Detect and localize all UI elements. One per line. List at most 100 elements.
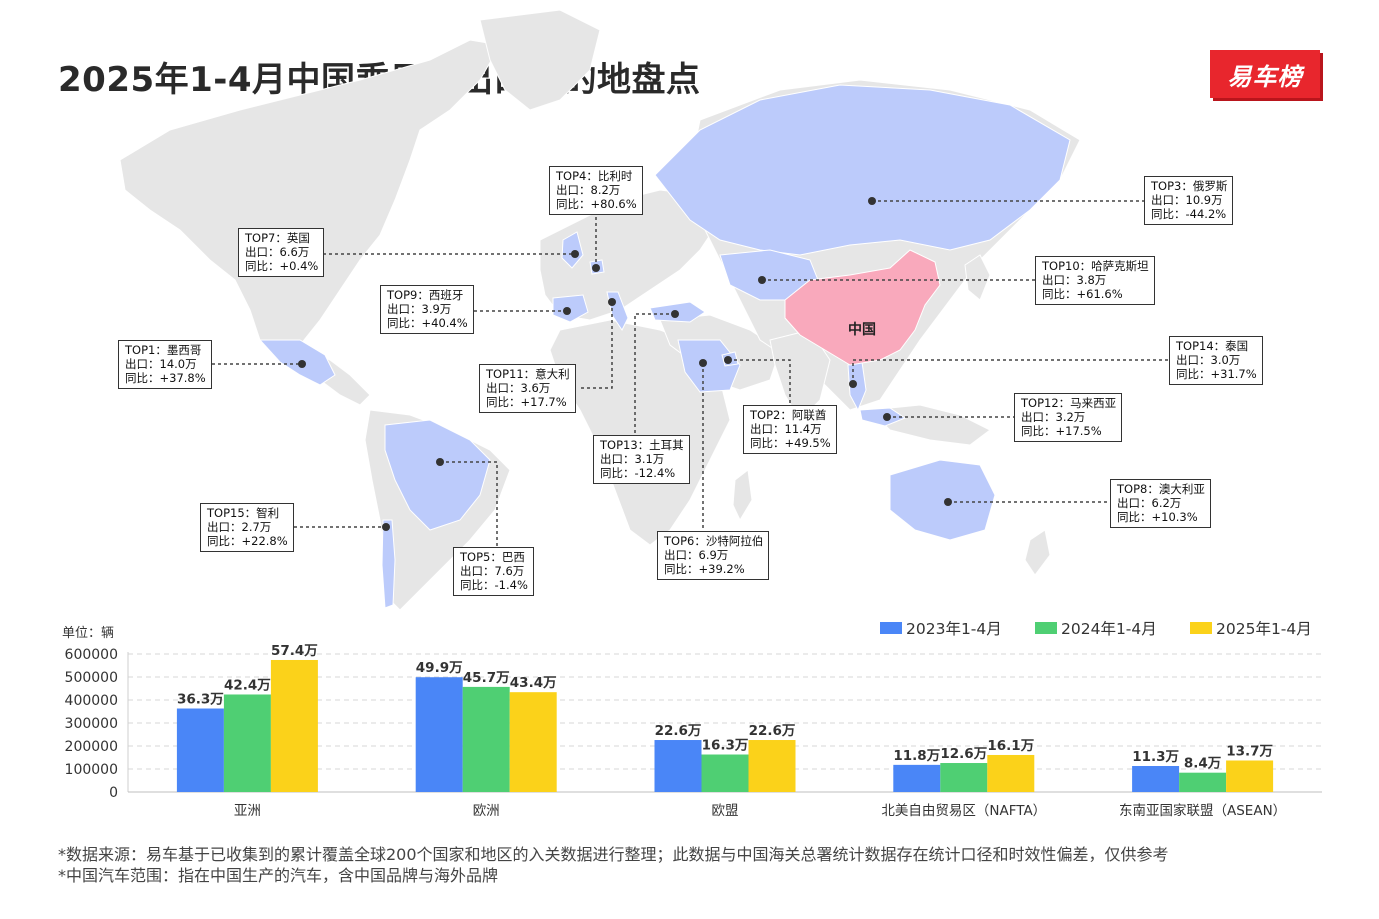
callout-rank: TOP4：比利时 [556, 169, 633, 183]
bar-2-2 [462, 686, 510, 792]
callout-export: 出口：3.2万 [1021, 410, 1086, 424]
bar-2-3 [701, 754, 749, 792]
bar-data-label: 16.1万 [987, 738, 1034, 754]
dot-top12 [883, 413, 891, 421]
x-category-label: 北美自由贸易区（NAFTA） [881, 803, 1046, 819]
callout-top6: TOP6：沙特阿拉伯 出口：6.9万 同比：+39.2% [657, 531, 770, 580]
bar-data-label: 45.7万 [463, 670, 510, 686]
y-tick-label: 0 [109, 785, 118, 801]
dot-top15 [382, 523, 390, 531]
callout-yoy: 同比：+40.4% [387, 316, 468, 330]
world-map: 中国 [119, 9, 1169, 611]
callout-rank: TOP11：意大利 [486, 367, 570, 381]
uk-highlight [561, 231, 584, 269]
bar-data-label: 11.8万 [893, 748, 940, 764]
callout-rank: TOP7：英国 [245, 231, 310, 245]
dot-top13 [671, 310, 679, 318]
callout-yoy: 同比：+39.2% [664, 562, 745, 576]
dot-top11 [608, 298, 616, 306]
callout-rank: TOP6：沙特阿拉伯 [664, 534, 764, 548]
leader-top2 [728, 359, 791, 405]
y-tick-label: 300000 [65, 716, 118, 732]
north-america-land [119, 39, 501, 361]
y-tick-label: 400000 [65, 693, 118, 709]
legend-swatch-1 [880, 622, 902, 634]
footnote-source: *数据来源：易车基于已收集到的累计覆盖全球200个国家和地区的入关数据进行整理；… [58, 845, 1169, 864]
callout-top7: TOP7：英国 出口：6.6万 同比：+0.4% [238, 228, 325, 277]
callout-export: 出口：6.6万 [245, 245, 310, 259]
callout-top3: TOP3：俄罗斯 出口：10.9万 同比：-44.2% [1144, 176, 1234, 225]
bar-data-label: 8.4万 [1184, 756, 1221, 772]
callout-rank: TOP5：巴西 [460, 550, 525, 564]
callout-yoy: 同比：+80.6% [556, 197, 637, 211]
callout-yoy: 同比：-44.2% [1151, 207, 1227, 221]
callout-top8: TOP8：澳大利亚 出口：6.2万 同比：+10.3% [1110, 479, 1211, 528]
callout-yoy: 同比：+22.8% [207, 534, 288, 548]
callout-rank: TOP2：阿联酋 [750, 408, 827, 422]
bar-3-3 [748, 740, 796, 792]
callout-top4: TOP4：比利时 出口：8.2万 同比：+80.6% [549, 166, 643, 215]
callout-rank: TOP12：马来西亚 [1021, 396, 1117, 410]
dot-top5 [436, 458, 444, 466]
russia-highlight [654, 84, 1071, 256]
callout-export: 出口：2.7万 [207, 520, 272, 534]
bar-1-3 [654, 740, 702, 792]
bar-data-label: 13.7万 [1226, 743, 1273, 759]
bar-3-5 [1226, 760, 1274, 792]
callout-rank: TOP9：西班牙 [387, 288, 464, 302]
callout-export: 出口：3.9万 [387, 302, 452, 316]
dot-top2 [724, 356, 732, 364]
callout-export: 出口：3.6万 [486, 381, 551, 395]
callout-yoy: 同比：+49.5% [750, 436, 831, 450]
bar-data-label: 11.3万 [1132, 749, 1179, 765]
x-category-label: 欧洲 [473, 803, 500, 819]
callout-export: 出口：10.9万 [1151, 193, 1223, 207]
callout-yoy: 同比：+17.7% [486, 395, 567, 409]
callout-export: 出口：3.0万 [1176, 353, 1241, 367]
callout-rank: TOP15：智利 [207, 506, 280, 520]
callout-top1: TOP1：墨西哥 出口：14.0万 同比：+37.8% [118, 340, 212, 389]
legend-swatch-2 [1035, 622, 1057, 634]
callout-export: 出口：8.2万 [556, 183, 621, 197]
madagascar-land [732, 469, 753, 522]
dot-top14 [849, 380, 857, 388]
callout-export: 出口：14.0万 [125, 357, 197, 371]
bar-1-5 [1132, 766, 1180, 792]
japan-land [964, 254, 991, 301]
callout-top15: TOP15：智利 出口：2.7万 同比：+22.8% [200, 503, 294, 552]
callout-export: 出口：3.8万 [1042, 273, 1107, 287]
y-tick-label: 100000 [65, 762, 118, 778]
bar-data-label: 43.4万 [510, 675, 557, 691]
bar-data-label: 49.9万 [416, 660, 463, 676]
callout-export: 出口：6.9万 [664, 548, 729, 562]
yiche-logo: 易车榜 [1210, 50, 1320, 98]
bar-data-label: 16.3万 [702, 738, 749, 754]
bar-1-1 [176, 708, 224, 792]
china-highlight [784, 249, 941, 366]
callout-top13: TOP13：土耳其 出口：3.1万 同比：-12.4% [593, 435, 690, 484]
leader-top5 [440, 461, 498, 547]
callout-rank: TOP10：哈萨克斯坦 [1042, 259, 1149, 273]
callout-top9: TOP9：西班牙 出口：3.9万 同比：+40.4% [380, 285, 474, 334]
dot-top6 [699, 359, 707, 367]
callout-yoy: 同比：+37.8% [125, 371, 206, 385]
footnote-scope: *中国汽车范围：指在中国生产的汽车，含中国品牌与海外品牌 [58, 866, 499, 885]
bar-1-4 [893, 764, 941, 792]
dot-top3 [868, 197, 876, 205]
callout-yoy: 同比：+17.5% [1021, 424, 1102, 438]
callout-export: 出口：7.6万 [460, 564, 525, 578]
dot-top10 [758, 276, 766, 284]
callout-yoy: 同比：+0.4% [245, 259, 319, 273]
brazil-highlight [384, 419, 491, 531]
callout-yoy: 同比：-1.4% [460, 578, 528, 592]
chile-highlight [381, 519, 396, 609]
callout-rank: TOP3：俄罗斯 [1151, 179, 1228, 193]
x-category-label: 东南亚国家联盟（ASEAN） [1119, 802, 1286, 819]
callout-export: 出口：6.2万 [1117, 496, 1182, 510]
bar-1-2 [415, 677, 463, 792]
bar-data-label: 57.4万 [271, 643, 318, 659]
malaysia-highlight [859, 407, 907, 427]
legend-label-3: 2025年1-4月 [1216, 620, 1312, 638]
callout-rank: TOP14：泰国 [1176, 339, 1249, 353]
mexico-highlight [258, 339, 336, 386]
